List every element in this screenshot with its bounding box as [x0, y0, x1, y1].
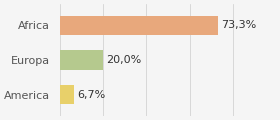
Text: 20,0%: 20,0% [106, 55, 142, 65]
Text: 6,7%: 6,7% [78, 90, 106, 100]
Bar [60, 15, 218, 35]
Text: 73,3%: 73,3% [221, 20, 257, 30]
Bar [60, 85, 74, 105]
Bar [60, 50, 103, 70]
